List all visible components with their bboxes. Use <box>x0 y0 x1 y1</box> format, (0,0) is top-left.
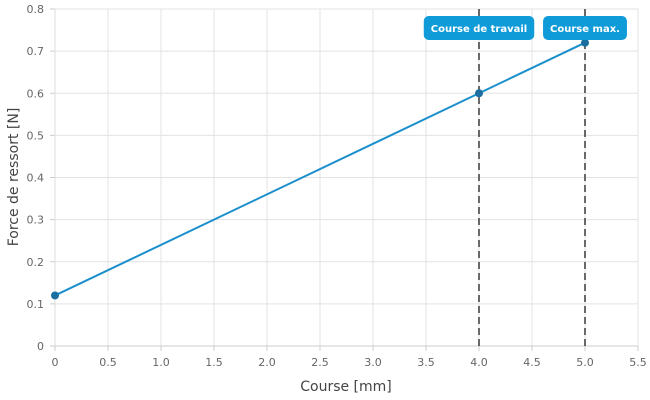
y-tick-label: 0.2 <box>27 256 45 269</box>
x-tick-label: 3.5 <box>417 356 435 369</box>
x-tick-label: 1.5 <box>205 356 223 369</box>
data-point <box>581 38 589 47</box>
annotation-badges: Course de travail Course max. <box>423 16 627 40</box>
y-tick-label: 0 <box>37 340 44 353</box>
y-axis-title: Force de ressort [N] <box>6 108 22 247</box>
data-point <box>475 89 483 98</box>
annotation-label: Course max. <box>550 24 620 35</box>
x-axis-title: Course [mm] <box>300 379 392 395</box>
x-tick-label: 0 <box>52 356 59 369</box>
annotation-label: Course de travail <box>431 24 527 35</box>
y-tick-label: 0.4 <box>27 172 45 185</box>
y-tick-label: 0.8 <box>27 3 45 16</box>
x-tick-labels: 0 0.5 1.0 1.5 2.0 2.5 3.0 3.5 4.0 4.5 5.0 5.5 <box>52 356 647 369</box>
axes <box>50 8 639 351</box>
x-tick-label: 5.0 <box>576 356 594 369</box>
x-tick-label: 0.5 <box>99 356 117 369</box>
annotation-badge-bg <box>543 16 627 40</box>
y-tick-labels: 0 0.1 0.2 0.3 0.4 0.5 0.6 0.7 0.8 <box>27 3 45 353</box>
series-layer <box>51 38 589 300</box>
y-tick-label: 0.3 <box>27 214 45 227</box>
y-tick-label: 0.6 <box>27 87 45 100</box>
x-tick-label: 3.0 <box>364 356 382 369</box>
annotation-badge: Course de travail <box>423 16 535 40</box>
x-tick-label: 5.5 <box>629 356 647 369</box>
annotation-badge: Course max. <box>543 16 627 40</box>
x-tick-label: 2.0 <box>258 356 276 369</box>
y-tick-label: 0.5 <box>27 129 45 142</box>
x-tick-label: 4.5 <box>523 356 541 369</box>
y-tick-label: 0.1 <box>27 298 45 311</box>
annotation-badge-bg <box>423 16 535 40</box>
y-tick-label: 0.7 <box>27 45 45 58</box>
x-tick-label: 2.5 <box>311 356 329 369</box>
data-point <box>51 291 59 300</box>
x-tick-label: 1.0 <box>152 356 170 369</box>
x-tick-label: 4.0 <box>470 356 488 369</box>
reference-lines <box>478 9 586 346</box>
